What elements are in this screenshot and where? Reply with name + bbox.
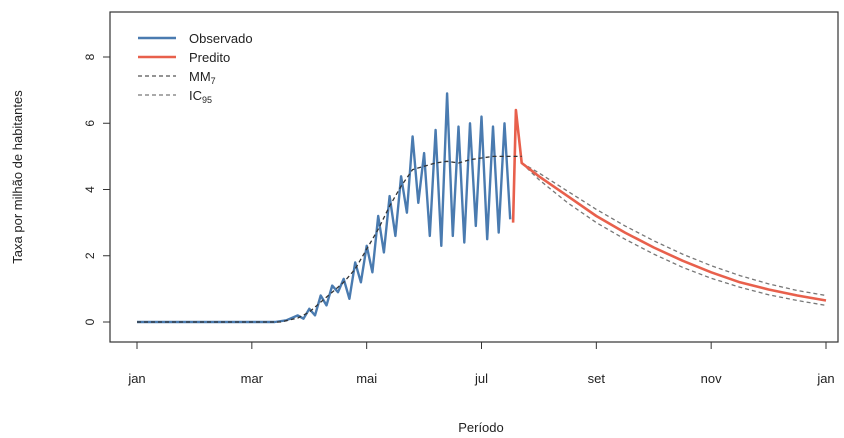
series-layer: [137, 92, 827, 324]
series-ic95_upper-line: [521, 162, 827, 297]
y-tick-label: 8: [83, 53, 97, 60]
x-tick-label: mai: [356, 371, 377, 386]
x-tick-label: nov: [701, 371, 722, 386]
legend-label: Predito: [189, 50, 230, 65]
y-tick-label: 6: [83, 120, 97, 127]
legend-label: Observado: [189, 31, 253, 46]
x-tick-label: set: [588, 371, 606, 386]
x-axis: jan mar mai jul set nov jan: [127, 342, 835, 386]
legend-label: IC95: [189, 88, 212, 105]
y-tick-label: 2: [83, 252, 97, 259]
series-observado-line: [137, 92, 512, 324]
x-tick-label: jul: [474, 371, 488, 386]
y-tick-label: 4: [83, 186, 97, 193]
x-tick-label: jan: [127, 371, 145, 386]
y-tick-label: 0: [83, 318, 97, 325]
series-predito-line: [511, 108, 827, 302]
x-tick-label: jan: [816, 371, 834, 386]
series-ic95_lower-line: [521, 162, 827, 307]
y-axis-label: Taxa por milhão de habitantes: [10, 90, 25, 264]
x-axis-label: Período: [458, 420, 504, 435]
plot-frame: [109, 11, 839, 343]
legend-label: MM7: [189, 69, 216, 86]
x-tick-label: mar: [241, 371, 264, 386]
y-axis: 0 2 4 6 8: [83, 53, 110, 325]
legend: Observado Predito MM7 IC95: [138, 31, 253, 105]
